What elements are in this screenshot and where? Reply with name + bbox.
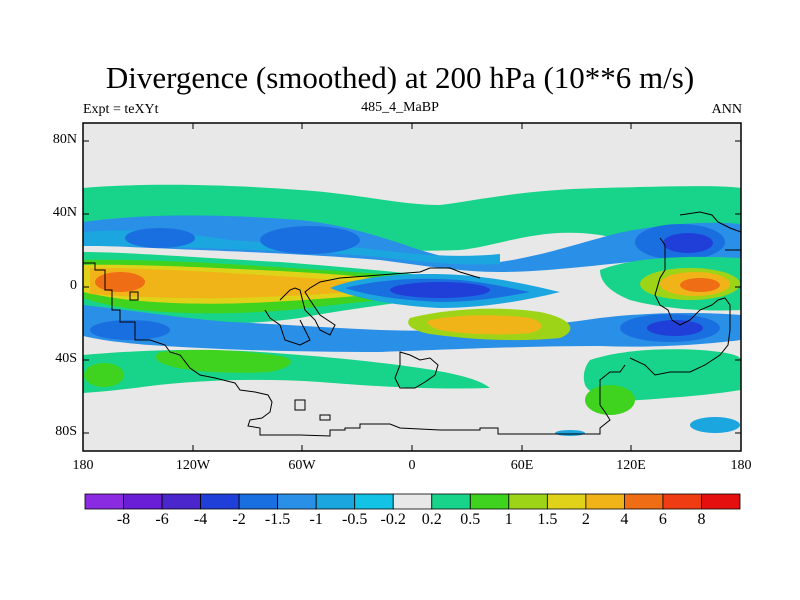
- high-south-indian-lime: [585, 385, 635, 415]
- y-tick-80n: 80N: [52, 132, 77, 147]
- low-south-indian-core: [647, 320, 703, 336]
- colorbar-label: -6: [155, 511, 169, 528]
- season-label: ANN: [711, 102, 742, 117]
- low-north-atlantic: [125, 228, 195, 248]
- colorbar-swatch: [469, 493, 510, 510]
- colorbar-swatch: [354, 493, 394, 510]
- x-tick-60w: 60W: [288, 458, 316, 473]
- colorbar-label: -1: [309, 511, 323, 528]
- contour-south-pacific-orange: [427, 315, 542, 335]
- colorbar-swatch: [161, 493, 201, 510]
- contour-band-tropics-orange: [90, 268, 380, 299]
- x-tick-60e: 60E: [510, 458, 534, 473]
- experiment-label: Expt = teXYt: [83, 102, 159, 117]
- low-south-atlantic: [90, 320, 170, 340]
- high-tropics-atlantic: [95, 272, 145, 292]
- colorbar-label: 1.5: [537, 511, 558, 528]
- y-tick-40s: 40S: [55, 351, 77, 366]
- plot-title: Divergence (smoothed) at 200 hPa (10**6 …: [105, 60, 695, 95]
- colorbar-swatch: [662, 493, 702, 510]
- y-tick-80s: 80S: [55, 424, 77, 439]
- colorbar-label: -0.5: [342, 511, 368, 528]
- low-antarctic-sky: [690, 417, 740, 433]
- colorbar-label: 2: [581, 511, 590, 528]
- colorbar-label: 0.2: [421, 511, 442, 528]
- coastlines: [83, 211, 741, 437]
- colorbar-label: -2: [232, 511, 246, 528]
- colorbar-label: 8: [697, 511, 706, 528]
- low-africa-core: [390, 282, 490, 298]
- colorbar-label: -4: [193, 511, 208, 528]
- low-antarctic-small: [555, 430, 585, 436]
- colorbar-label: 1: [504, 511, 513, 528]
- axis-ticks: [82, 123, 742, 451]
- contour-fill-layer: [83, 184, 741, 436]
- colorbar-swatch: [585, 493, 625, 510]
- coastline-asia-north: [679, 211, 741, 233]
- low-north-asia-core: [663, 233, 713, 253]
- colorbar-swatch: [431, 493, 471, 510]
- colorbar-label: -0.2: [380, 511, 406, 528]
- x-tick-180e: 180: [730, 458, 752, 473]
- colorbar-swatch: [123, 493, 163, 510]
- low-north-pacific: [260, 226, 360, 254]
- colorbar-swatch: [508, 493, 548, 510]
- high-west-pacific-red: [680, 278, 720, 292]
- colorbar-swatch: [392, 493, 433, 510]
- colorbar-swatch: [200, 493, 240, 510]
- colorbar-swatch: [277, 493, 317, 510]
- x-tick-180w: 180: [72, 458, 94, 473]
- colorbar-swatch: [84, 493, 124, 510]
- x-tick-0: 0: [408, 458, 416, 473]
- colorbar-label: -1.5: [264, 511, 291, 528]
- contour-band-south-blue: [83, 305, 741, 352]
- contour-band-north-blue: [83, 215, 741, 272]
- colorbar-label: 0.5: [460, 511, 481, 528]
- case-label: 485_4_MaBP: [361, 100, 439, 115]
- coastline-islands: [129, 291, 331, 421]
- coastline-asia: [629, 237, 731, 376]
- coastline-americas: [83, 262, 626, 437]
- colorbar-swatch: [546, 493, 587, 510]
- colorbar-label: 6: [658, 511, 667, 528]
- coastline-europe-africa: [279, 267, 481, 336]
- coastline-south-america-east: [394, 351, 439, 389]
- high-south-atlantic: [84, 363, 124, 387]
- colorbar-swatch: [315, 493, 356, 510]
- coastline-southern-africa: [264, 309, 311, 346]
- colorbar-swatch: [624, 493, 664, 510]
- x-tick-120e: 120E: [616, 458, 646, 473]
- colorbar: [84, 493, 741, 510]
- colorbar-label: -8: [116, 511, 131, 528]
- y-tick-40n: 40N: [52, 205, 77, 220]
- colorbar-label: 4: [620, 511, 629, 528]
- y-tick-0: 0: [70, 278, 77, 293]
- colorbar-swatch: [701, 493, 741, 510]
- colorbar-swatch: [238, 493, 279, 510]
- x-tick-120w: 120W: [175, 458, 211, 473]
